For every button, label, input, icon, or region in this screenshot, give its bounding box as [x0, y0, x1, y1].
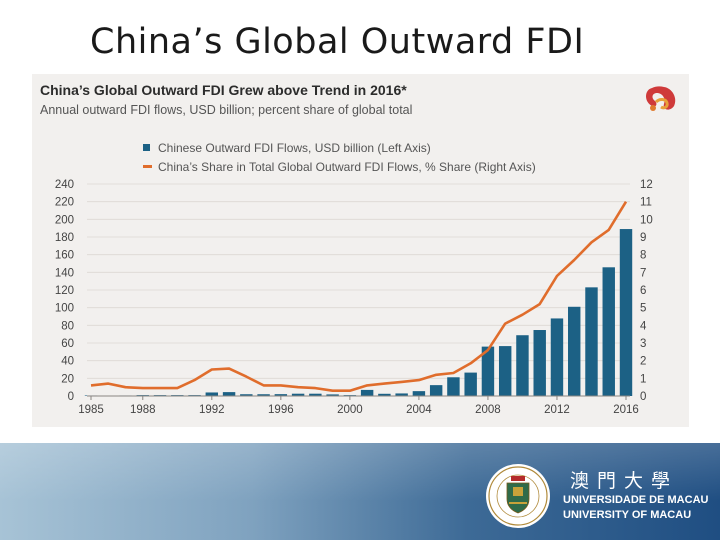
bar-2014 [585, 287, 598, 396]
bar-2015 [602, 267, 615, 396]
y-right-tick-label: 6 [640, 285, 646, 297]
x-tick-label: 2016 [613, 404, 639, 416]
y-left-tick-label: 140 [55, 267, 74, 279]
bar-1996 [274, 394, 288, 396]
y-left-tick-label: 20 [61, 373, 74, 385]
share-line [90, 201, 628, 393]
slide-title: China’s Global Outward FDI [90, 22, 585, 62]
bar-1997 [291, 393, 305, 396]
bar-1995 [257, 394, 270, 396]
bar-2012 [550, 318, 564, 396]
y-right-tick-label: 11 [640, 197, 652, 209]
university-name-portuguese: UNIVERSIDADE DE MACAU [563, 494, 709, 506]
y-right-tick-label: 12 [640, 179, 653, 191]
y-left-tick-label: 120 [55, 285, 74, 297]
bar-2006 [447, 377, 460, 396]
bar-2011 [533, 330, 546, 396]
x-tick-label: 2000 [337, 404, 363, 416]
y-left-tick-label: 240 [55, 179, 74, 191]
y-right-tick-label: 4 [640, 320, 647, 332]
chart-panel: 0 20 40 60 80 100 120 140 160 180 200 220 240 0 1 2 3 4 5 6… [32, 74, 689, 427]
y-right-tick-label: 10 [640, 214, 653, 226]
y-left-tick-label: 100 [55, 303, 74, 315]
x-tick-label: 2012 [544, 404, 570, 416]
bar-2008 [481, 346, 495, 396]
x-tick-label: 2008 [475, 404, 501, 416]
bar-2001 [360, 389, 374, 396]
y-right-tick-label: 9 [640, 232, 646, 244]
bar-2003 [395, 393, 408, 396]
y-left-tick-label: 80 [61, 320, 74, 332]
bar-2010 [516, 335, 529, 396]
university-seal-icon [486, 464, 550, 528]
y-right-tick-label: 0 [640, 391, 646, 403]
chart-legend: Chinese Outward FDI Flows, USD billion (… [143, 138, 536, 176]
y-left-tick-label: 160 [55, 250, 74, 262]
footer-shine [0, 443, 720, 540]
y-right-tick-label: 1 [640, 373, 646, 385]
y-right-tick-label: 3 [640, 338, 646, 350]
legend-label-bars: Chinese Outward FDI Flows, USD billion (… [158, 140, 431, 155]
y-left-tick-label: 180 [55, 232, 74, 244]
x-tick-label: 1988 [130, 404, 156, 416]
bar-2005 [429, 385, 443, 396]
y-left-tick-label: 40 [61, 356, 74, 368]
x-tick-label: 1992 [199, 404, 225, 416]
legend-swatch-line [143, 165, 152, 168]
footer-bar [0, 443, 720, 540]
x-tick-label: 1985 [78, 404, 104, 416]
bar-2004 [412, 391, 426, 396]
chart-subtitle: Annual outward FDI flows, USD billion; p… [40, 103, 413, 117]
y-right-tick-label: 7 [640, 267, 646, 279]
bar-1999 [326, 394, 339, 396]
x-tick-label: 1996 [268, 404, 294, 416]
legend-item-line: China’s Share in Total Global Outward FD… [143, 157, 536, 176]
bar-1994 [240, 394, 253, 396]
x-tick-label: 2004 [406, 404, 432, 416]
bar-1992 [205, 392, 219, 396]
y-left-tick-label: 220 [55, 197, 74, 209]
y-left-tick-label: 200 [55, 214, 74, 226]
y-left-tick-label: 0 [68, 391, 74, 403]
bar-2007 [464, 372, 477, 396]
bar-2013 [568, 306, 581, 396]
bar-2009 [498, 346, 512, 396]
legend-swatch-bar [143, 144, 150, 151]
university-name-chinese: 澳門大學 [570, 471, 679, 492]
bar-1998 [309, 393, 322, 396]
chart-title: China’s Global Outward FDI Grew above Tr… [40, 82, 407, 98]
university-name-english: UNIVERSITY OF MACAU [563, 509, 692, 521]
bar-2016 [619, 229, 633, 396]
legend-label-line: China’s Share in Total Global Outward FD… [158, 159, 536, 174]
y-left-tick-label: 60 [61, 338, 74, 350]
legend-item-bars: Chinese Outward FDI Flows, USD billion (… [143, 138, 536, 157]
y-right-tick-label: 2 [640, 356, 646, 368]
y-right-tick-label: 8 [640, 250, 646, 262]
brand-logo-icon [646, 86, 676, 111]
bar-2002 [378, 393, 391, 396]
bar-1993 [222, 392, 236, 396]
chart-plot: 0204060801001201401601802002202400123456… [55, 179, 653, 416]
y-right-tick-label: 5 [640, 303, 646, 315]
